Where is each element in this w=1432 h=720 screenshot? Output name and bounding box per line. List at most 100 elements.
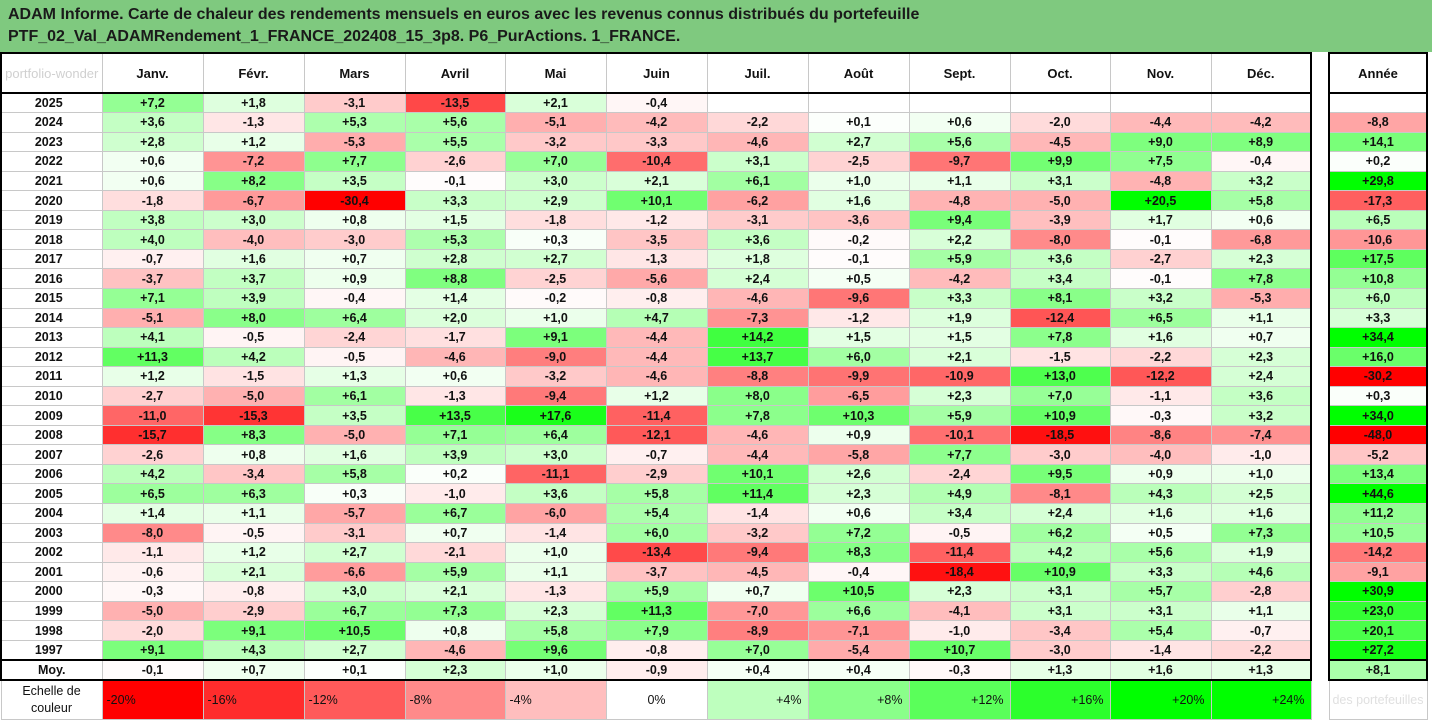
heatmap-cell: -11,4 [908, 542, 1011, 563]
year-label: 2012 [0, 346, 103, 368]
heatmap-cell: -8,8 [706, 366, 809, 387]
heatmap-cell: -4,6 [706, 131, 809, 153]
column-gap [1311, 444, 1329, 465]
heatmap-cell: -4,6 [404, 639, 506, 661]
heatmap-cell: +1,2 [605, 385, 708, 407]
annual-cell: -17,3 [1328, 190, 1428, 211]
heatmap-cell: +2,4 [1009, 502, 1111, 524]
column-gap [1311, 620, 1329, 641]
heatmap-cell: -1,5 [1009, 346, 1111, 368]
heatmap-cell: +7,3 [1210, 522, 1312, 544]
heatmap-cell: +3,9 [404, 444, 506, 465]
heatmap-cell: +3,6 [1009, 248, 1111, 270]
color-scale-swatch: +16% [1009, 679, 1111, 720]
heatmap-cell: +6,7 [303, 600, 406, 622]
average-cell: +1,6 [1109, 658, 1212, 681]
heatmap-cell: +3,2 [1210, 170, 1312, 192]
heatmap-cell: -1,8 [101, 190, 204, 211]
heatmap-cell: +10,7 [908, 639, 1011, 661]
month-header: Févr. [202, 52, 305, 94]
heatmap-cell: +6,4 [504, 424, 607, 446]
heatmap-cell: +2,1 [504, 92, 607, 114]
heatmap-cell: +6,5 [1109, 307, 1212, 329]
heatmap-cell: +1,4 [101, 502, 204, 524]
heatmap-cell: +3,4 [1009, 268, 1111, 289]
annual-cell: -48,0 [1328, 424, 1428, 446]
annual-cell: +10,5 [1328, 522, 1428, 544]
heatmap-cell: -0,1 [1109, 268, 1212, 289]
heatmap-cell: -3,1 [303, 522, 406, 544]
year-label: 2009 [0, 405, 103, 426]
heatmap-cell: -3,7 [605, 561, 708, 583]
heatmap-cell: +2,3 [504, 600, 607, 622]
heatmap-cell: +1,6 [1109, 327, 1212, 348]
heatmap-cell: +5,9 [605, 581, 708, 602]
heatmap-cell: -2,5 [807, 151, 910, 172]
heatmap-cell: +1,8 [202, 92, 305, 114]
year-label: 2001 [0, 561, 103, 583]
heatmap-cell: -5,8 [807, 444, 910, 465]
heatmap-cell: -2,2 [1210, 639, 1312, 661]
heatmap-cell: -2,4 [303, 327, 406, 348]
year-label: 2022 [0, 151, 103, 172]
heatmap-cell: -1,4 [504, 522, 607, 544]
heatmap-cell: -9,9 [807, 366, 910, 387]
heatmap-cell: +14,2 [706, 327, 809, 348]
table-row: 1998 -2,0 +9,1 +10,5 +0,8 +5,8 +7,9 -8,9 -7,1 -1,… [0, 620, 1428, 641]
heatmap-cell: +10,9 [1009, 561, 1111, 583]
heatmap-cell: -1,2 [605, 209, 708, 231]
heatmap-cell: -0,8 [605, 287, 708, 309]
heatmap-cell: +1,6 [807, 190, 910, 211]
heatmap-cell: -4,0 [202, 229, 305, 250]
heatmap-cell: -1,1 [1109, 385, 1212, 407]
heatmap-cell: +5,4 [1109, 620, 1212, 641]
title-line-2: PTF_02_Val_ADAMRendement_1_FRANCE_202408… [8, 28, 681, 45]
annual-cell: +0,2 [1328, 151, 1428, 172]
heatmap-cell: -0,3 [101, 581, 204, 602]
heatmap-cell: -30,4 [303, 190, 406, 211]
heatmap-cell: +2,7 [807, 131, 910, 153]
heatmap-cell: +7,1 [404, 424, 506, 446]
heatmap-cell: -1,7 [404, 327, 506, 348]
year-label: 2015 [0, 287, 103, 309]
table-row: 2022 +0,6 -7,2 +7,7 -2,6 +7,0 -10,4 +3,1 -2,5 -9,… [0, 151, 1428, 172]
heatmap-cell: +8,8 [404, 268, 506, 289]
heatmap-cell: -4,2 [908, 268, 1011, 289]
column-gap [1311, 659, 1329, 680]
table-row: 2013 +4,1 -0,5 -2,4 -1,7 +9,1 -4,4 +14,2 +1,5 +1,… [0, 327, 1428, 348]
heatmap-cell: +0,7 [1210, 327, 1312, 348]
color-scale-swatch: 0% [605, 679, 708, 720]
heatmap-cell: +0,9 [807, 424, 910, 446]
heatmap-cell: -4,6 [706, 287, 809, 309]
heatmap-cell: +2,7 [303, 639, 406, 661]
heatmap-cell: +2,9 [504, 190, 607, 211]
heatmap-cell: +7,2 [101, 92, 204, 114]
heatmap-cell: -15,7 [101, 424, 204, 446]
heatmap-cell: -3,2 [706, 522, 809, 544]
column-gap [1311, 601, 1329, 621]
heatmap-cell: +3,6 [101, 112, 204, 133]
heatmap-cell: +5,9 [908, 405, 1011, 426]
heatmap-cell: +10,3 [807, 405, 910, 426]
heatmap-cell: +10,9 [1009, 405, 1111, 426]
heatmap-cell: -12,4 [1009, 307, 1111, 329]
year-label: 2018 [0, 229, 103, 250]
heatmap-cell: -1,2 [807, 307, 910, 329]
average-cell: +1,3 [1210, 658, 1312, 681]
average-cell: +0,7 [202, 658, 305, 681]
heatmap-cell: +9,4 [908, 209, 1011, 231]
heatmap-cell: -0,2 [504, 287, 607, 309]
table-row: 2004 +1,4 +1,1 -5,7 +6,7 -6,0 +5,4 -1,4 +0,6 +3,4… [0, 502, 1428, 524]
heatmap-cell: -0,7 [1210, 620, 1312, 641]
year-label: 2023 [0, 131, 103, 153]
heatmap-cell: +0,1 [807, 112, 910, 133]
heatmap-cell: +7,7 [908, 444, 1011, 465]
heatmap-cell: +2,0 [404, 307, 506, 329]
annual-cell: +6,5 [1328, 209, 1428, 231]
heatmap-cell: +2,1 [908, 346, 1011, 368]
column-gap [1311, 249, 1329, 269]
heatmap-cell: +7,9 [605, 620, 708, 641]
heatmap-cell: -1,3 [504, 581, 607, 602]
annual-cell: +23,0 [1328, 600, 1428, 622]
heatmap-cell: +2,3 [908, 581, 1011, 602]
